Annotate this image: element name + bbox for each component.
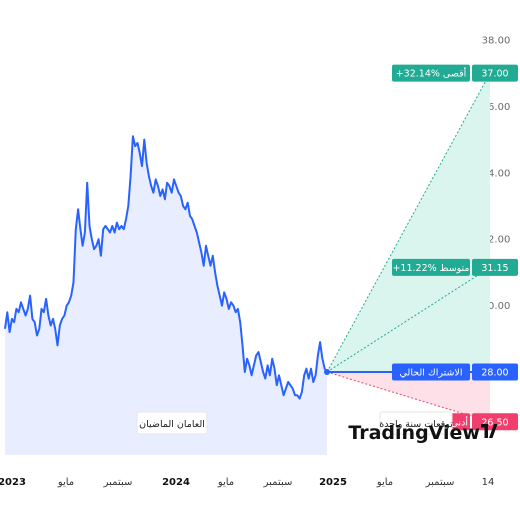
y-tick-label: 32.00: [482, 235, 511, 246]
high-forecast-badge-value: 37.00: [481, 69, 508, 80]
past-period-caption: العامان الماضيان: [136, 411, 208, 435]
past-period-label: العامان الماضيان: [139, 419, 205, 430]
high-forecast-badge: +32.14% أقصى 37.00: [392, 64, 518, 82]
forecast-high-line: [326, 72, 491, 373]
x-tick-label: مايو: [57, 477, 74, 488]
high-forecast-badge-label: +32.14% أقصى: [396, 67, 467, 80]
price-area-fill: [5, 136, 327, 455]
price-line: [4, 135, 328, 400]
current-price-badge-label: الاشتراك الحالي: [400, 367, 463, 378]
forecast-period-caption: توقعات سنة واحدة: [379, 411, 453, 435]
x-tick-label: 2024: [162, 477, 190, 488]
y-tick-label: 36.00: [482, 102, 511, 113]
tradingview-logo-icon: [481, 424, 498, 438]
average-forecast-badge-label: +11.22% متوسط: [392, 263, 469, 274]
average-forecast-badge-value: 31.15: [481, 263, 508, 274]
y-tick-label: 38.00: [482, 35, 511, 46]
x-axis-ticks: 2023 مايو سبتمبر 2024 مايو سبتمبر 2025 مايو سبتم…: [0, 477, 494, 488]
y-tick-label: 34.00: [482, 168, 511, 179]
forecast-period-label: توقعات سنة واحدة: [379, 419, 453, 430]
forecast-low-line: [326, 371, 491, 423]
x-tick-label: 14: [482, 477, 495, 488]
forecast-average-line: [326, 266, 491, 373]
y-tick-label: 30.00: [482, 301, 511, 312]
x-tick-label: مايو: [376, 477, 393, 488]
y-axis-ticks: 38.00 36.00 34.00 32.00 30.00: [482, 35, 511, 312]
current-price-marker: [324, 368, 330, 375]
x-tick-label: سبتمبر: [103, 477, 133, 488]
x-tick-label: سبتمبر: [263, 477, 293, 488]
average-forecast-badge: +11.22% متوسط 31.15: [392, 258, 518, 276]
current-price-badge: الاشتراك الحالي 28.00: [392, 363, 518, 381]
x-tick-label: 2025: [319, 477, 347, 488]
x-tick-label: سبتمبر: [425, 477, 455, 488]
watermark-text: TradingView: [348, 422, 480, 444]
current-price-badge-value: 28.00: [481, 367, 508, 378]
low-forecast-badge-value: 26.50: [481, 417, 508, 428]
tradingview-watermark: TradingView: [348, 422, 498, 444]
x-tick-label: 2023: [0, 477, 26, 488]
x-tick-label: مايو: [217, 477, 234, 488]
